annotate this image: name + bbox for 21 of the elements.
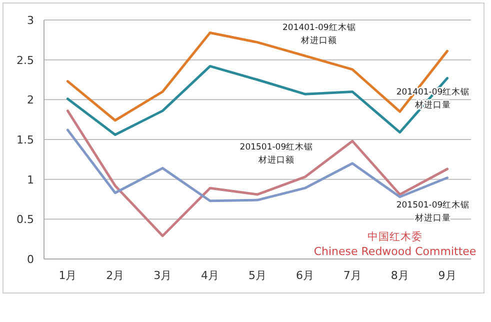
y-tick-label: 2.5: [16, 54, 34, 67]
y-tick-label: 1.5: [16, 134, 34, 146]
x-tick-label: 2月: [106, 269, 124, 282]
annotation: Chinese Redwood Committee: [314, 245, 476, 258]
x-tick-label: 6月: [296, 269, 314, 282]
y-tick-label: 2: [27, 94, 34, 107]
y-tick-label: 0: [27, 253, 34, 266]
x-tick-label: 8月: [390, 269, 409, 282]
series-label: 201501-09红木锯材进口量: [396, 199, 470, 224]
y-tick-label: 3: [27, 14, 34, 27]
x-tick-label: 9月: [438, 269, 456, 282]
series-label: 201501-09红木锯材进口额: [240, 141, 314, 166]
x-tick-label: 7月: [343, 269, 362, 282]
series-label: 201401-09红木锯材进口额: [282, 22, 356, 46]
y-tick-label: 0.5: [16, 213, 34, 226]
x-tick-label: 3月: [154, 269, 172, 282]
x-tick-label: 1月: [58, 269, 77, 282]
x-tick-label: 5月: [248, 269, 266, 282]
y-tick-label: 1: [27, 173, 34, 186]
annotation: 中国红木委: [368, 230, 422, 243]
x-tick-label: 4月: [201, 269, 220, 282]
